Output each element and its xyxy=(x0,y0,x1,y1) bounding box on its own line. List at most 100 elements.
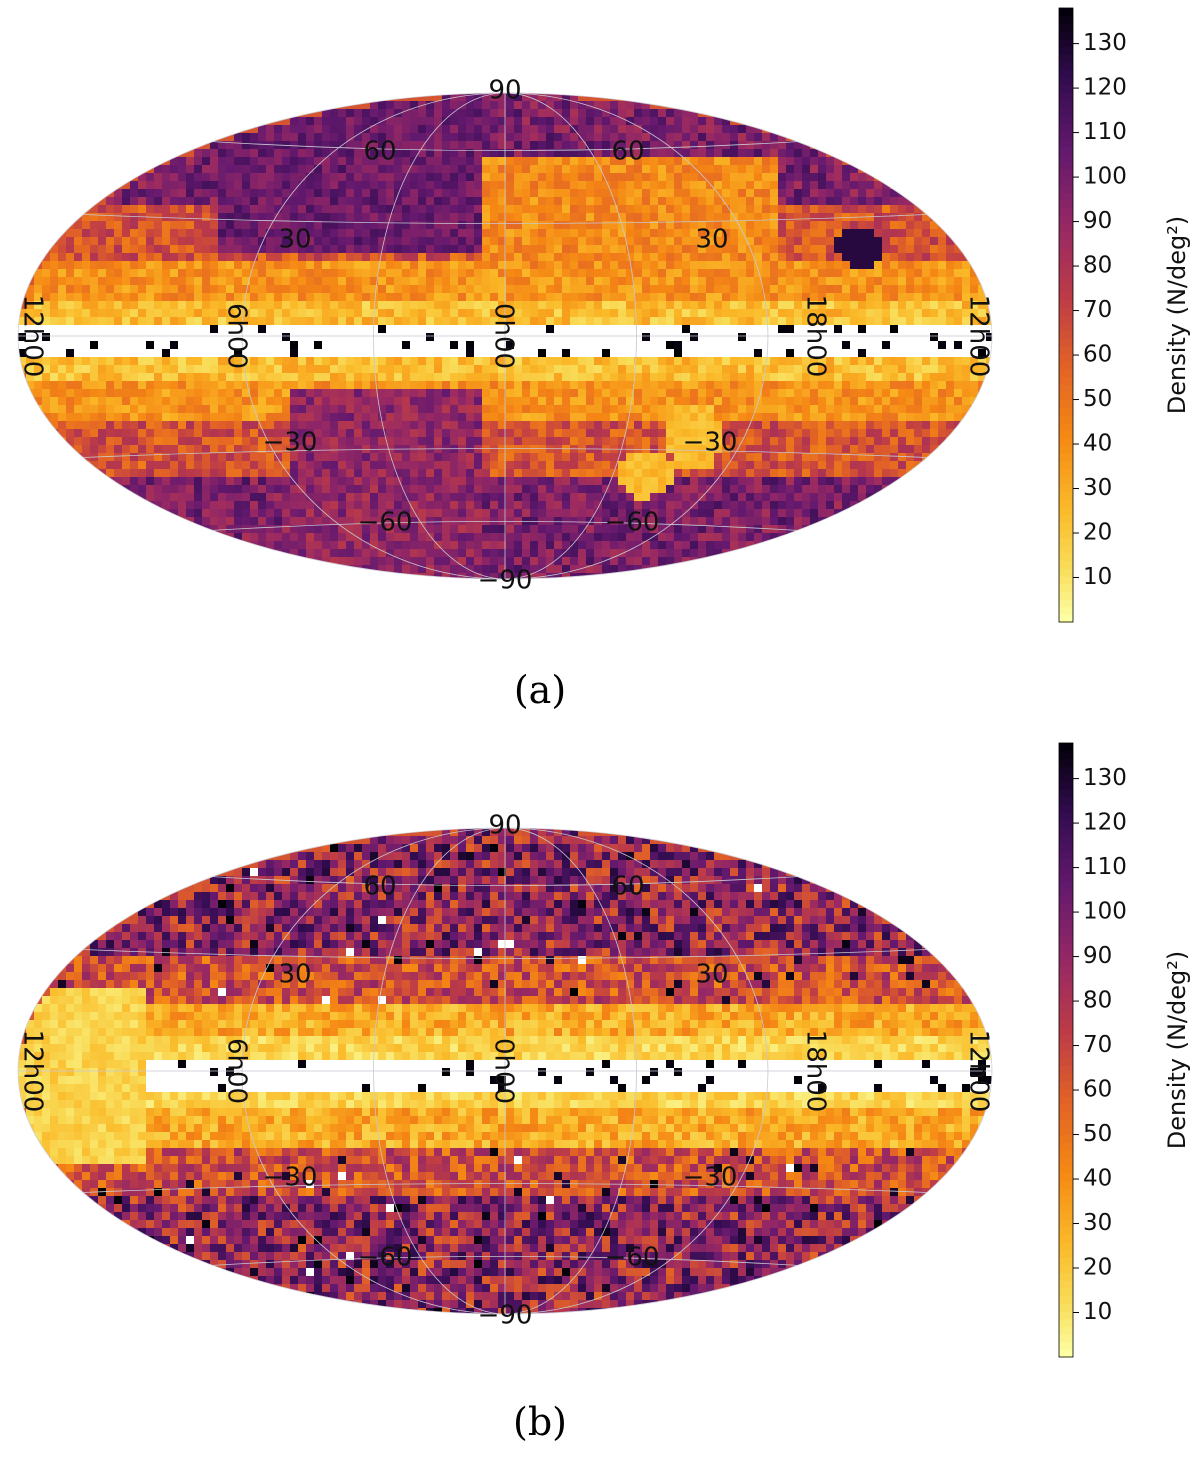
colorbar-step xyxy=(1059,560,1073,569)
colorbar-step xyxy=(1059,919,1073,928)
colorbar-step xyxy=(1059,1180,1073,1189)
colorbar-step xyxy=(1059,384,1073,393)
colorbar-step xyxy=(1059,812,1073,821)
colorbar-step xyxy=(1059,445,1073,454)
colorbar-step xyxy=(1059,1318,1073,1327)
colorbar-step xyxy=(1059,614,1073,623)
colorbar-step xyxy=(1059,904,1073,913)
sky-outline xyxy=(17,92,993,580)
colorbar-tick-label: 80 xyxy=(1083,988,1112,1014)
parallel-label: 30 xyxy=(278,960,311,990)
colorbar-step xyxy=(1059,934,1073,944)
colorbar-step xyxy=(1059,1241,1073,1251)
colorbar-step xyxy=(1059,1157,1073,1166)
colorbar-step xyxy=(1059,46,1073,55)
colorbar-step xyxy=(1059,1349,1073,1358)
colorbar-step xyxy=(1059,789,1073,798)
meridian-label: 6h00 xyxy=(222,303,252,369)
colorbar-step xyxy=(1059,1211,1073,1220)
colorbar-tick-label: 50 xyxy=(1083,386,1112,412)
colorbar-tick-label: 20 xyxy=(1083,1255,1112,1281)
colorbar-tick-label: 30 xyxy=(1083,1210,1112,1236)
colorbar-step xyxy=(1059,345,1073,354)
colorbar-step xyxy=(1059,766,1073,775)
colorbar-step xyxy=(1059,1057,1073,1066)
parallel-label: −30 xyxy=(263,428,318,458)
colorbar-tick-label: 20 xyxy=(1083,520,1112,546)
colorbar-step xyxy=(1059,307,1073,316)
colorbar-tick-label: 120 xyxy=(1083,810,1127,836)
colorbar-tick-label: 50 xyxy=(1083,1121,1112,1147)
colorbar-tick-label: 130 xyxy=(1083,765,1127,791)
colorbar-step xyxy=(1059,69,1073,78)
colorbar-step xyxy=(1059,115,1073,124)
subtitle-a: (a) xyxy=(513,668,567,712)
colorbar-step xyxy=(1059,911,1073,921)
colorbar-label: Density (N/deg²) xyxy=(1163,216,1191,415)
parallel-label: 60 xyxy=(363,137,396,167)
colorbar-step xyxy=(1059,222,1073,232)
colorbar-step xyxy=(1059,361,1073,370)
colorbar-step xyxy=(1059,1080,1073,1089)
colorbar-step xyxy=(1059,996,1073,1005)
panel-a: 90 60 30 −30 −60 −90 60 30 −30 −60 12h00 6h00 0h00 18… xyxy=(17,7,1191,712)
colorbar-step xyxy=(1059,1326,1073,1335)
colorbar-step xyxy=(1059,1103,1073,1112)
colorbar-step xyxy=(1059,268,1073,278)
parallel-label: 30 xyxy=(278,225,311,255)
colorbar-step xyxy=(1059,192,1073,201)
colorbar-tick-label: 10 xyxy=(1083,1299,1112,1325)
colorbar-step xyxy=(1059,1034,1073,1043)
sky-map-b: 90 60 30 −30 −60 −90 60 30 −30 −60 12h00 6h00 0h00 18… xyxy=(18,742,1191,1358)
colorbar-step xyxy=(1059,31,1073,40)
parallel-label: 30 xyxy=(695,960,728,990)
colorbar-step xyxy=(1059,430,1073,439)
colorbar-tick-label: 130 xyxy=(1083,30,1127,56)
colorbar-step xyxy=(1059,1026,1073,1036)
colorbar-step xyxy=(1059,215,1073,224)
colorbar-step xyxy=(1059,1096,1073,1105)
colorbar-step xyxy=(1059,865,1073,875)
colorbar-step xyxy=(1059,491,1073,500)
colorbar-step xyxy=(1059,1333,1073,1343)
colorbar-step xyxy=(1059,1119,1073,1128)
colorbar-step xyxy=(1059,399,1073,408)
colorbar-step xyxy=(1059,973,1073,982)
colorbar-step xyxy=(1059,1226,1073,1235)
colorbar-step xyxy=(1059,888,1073,898)
colorbar-step xyxy=(1059,1188,1073,1197)
colorbar-step xyxy=(1059,1234,1073,1243)
colorbar-step xyxy=(1059,184,1073,193)
colorbar-step xyxy=(1059,796,1073,805)
colorbar-step xyxy=(1059,529,1073,539)
colorbar-step xyxy=(1059,896,1073,905)
colorbar-step xyxy=(1059,1295,1073,1304)
colorbar-tick-label: 90 xyxy=(1083,208,1112,234)
colorbar-step xyxy=(1059,568,1073,577)
colorbar-step xyxy=(1059,591,1073,600)
colorbar-step xyxy=(1059,460,1073,470)
colorbar-step xyxy=(1059,437,1073,447)
colorbar-step xyxy=(1059,606,1073,615)
colorbar-step xyxy=(1059,54,1073,63)
colorbar-step xyxy=(1059,927,1073,936)
colorbar-step xyxy=(1059,261,1073,270)
colorbar-step xyxy=(1059,138,1073,147)
meridian-label: 0h00 xyxy=(489,303,519,369)
colorbar-step xyxy=(1059,123,1073,132)
colorbar-tick-label: 70 xyxy=(1083,1032,1112,1058)
meridian-label: 6h00 xyxy=(222,1038,252,1104)
parallel-label: 60 xyxy=(363,872,396,902)
colorbar-step xyxy=(1059,245,1073,255)
colorbar-step xyxy=(1059,130,1073,140)
colorbar-step xyxy=(1059,858,1073,867)
colorbar-step xyxy=(1059,1165,1073,1174)
colorbar-step xyxy=(1059,284,1073,293)
colorbar-step xyxy=(1059,146,1073,155)
colorbar-step xyxy=(1059,23,1073,32)
colorbar-step xyxy=(1059,1203,1073,1212)
colorbar-step xyxy=(1059,1003,1073,1013)
colorbar-step xyxy=(1059,750,1073,759)
colorbar-step xyxy=(1059,881,1073,890)
colorbar-step xyxy=(1059,207,1073,216)
